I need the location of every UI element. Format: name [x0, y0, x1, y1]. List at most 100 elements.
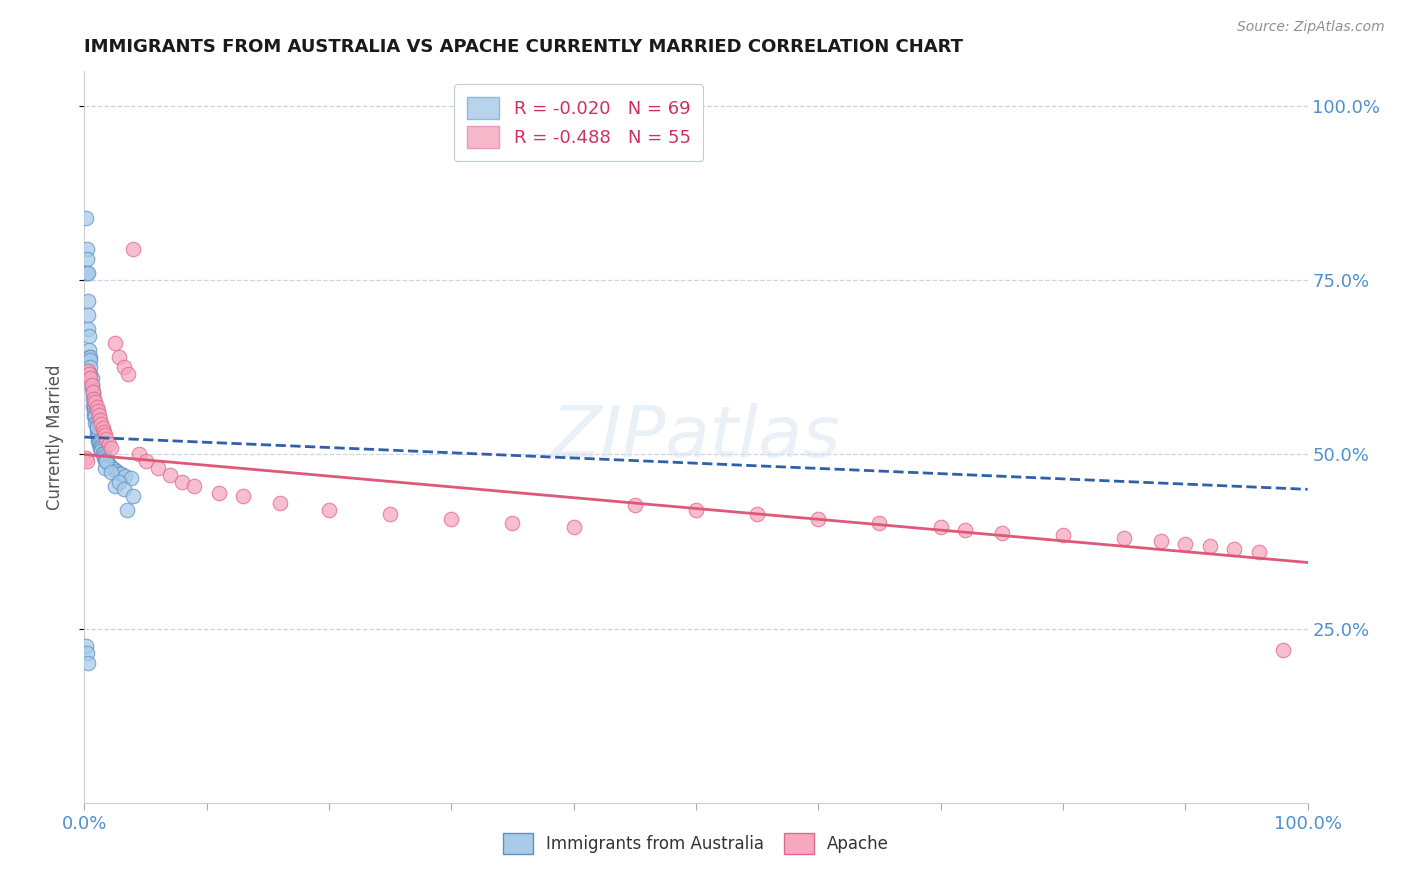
Point — [84, 416, 107, 430]
Point — [135, 454, 157, 468]
Point — [87, 404, 110, 418]
Point — [112, 483, 135, 497]
Point — [89, 412, 111, 426]
Point — [79, 371, 101, 385]
Point — [89, 439, 111, 453]
Point — [77, 294, 100, 309]
Text: Source: ZipAtlas.com: Source: ZipAtlas.com — [1237, 20, 1385, 34]
Point — [100, 460, 122, 475]
Point — [128, 448, 150, 462]
Point — [100, 441, 122, 455]
Point — [80, 377, 103, 392]
Point — [77, 266, 100, 280]
Point — [87, 437, 110, 451]
Point — [1052, 528, 1074, 542]
Point — [83, 392, 105, 406]
Point — [96, 454, 118, 468]
Point — [82, 399, 104, 413]
Point — [87, 409, 110, 423]
Point — [172, 475, 194, 490]
Point — [1272, 642, 1295, 657]
Point — [77, 368, 100, 382]
Point — [103, 462, 125, 476]
Point — [86, 419, 108, 434]
Point — [1198, 540, 1220, 554]
Point — [82, 392, 104, 406]
Point — [91, 446, 114, 460]
Point — [82, 388, 104, 402]
Point — [97, 458, 120, 472]
Point — [110, 467, 132, 481]
Point — [87, 430, 110, 444]
Point — [75, 211, 97, 225]
Point — [953, 523, 976, 537]
Point — [112, 360, 135, 375]
Point — [807, 511, 830, 525]
Point — [208, 485, 231, 500]
Point — [159, 468, 181, 483]
Point — [502, 516, 524, 530]
Point — [86, 426, 108, 441]
Point — [86, 400, 108, 414]
Point — [114, 469, 136, 483]
Point — [1223, 542, 1246, 557]
Text: ZIPatlas: ZIPatlas — [551, 402, 841, 472]
Point — [107, 466, 129, 480]
Point — [86, 416, 108, 430]
Point — [747, 507, 769, 521]
Point — [440, 511, 463, 525]
Point — [97, 437, 120, 451]
Point — [94, 453, 117, 467]
Point — [86, 419, 108, 434]
Point — [75, 266, 97, 280]
Point — [115, 503, 138, 517]
Point — [83, 406, 105, 420]
Legend: Immigrants from Australia, Apache: Immigrants from Australia, Apache — [496, 827, 896, 860]
Point — [87, 434, 110, 449]
Point — [77, 329, 100, 343]
Point — [120, 471, 142, 485]
Point — [80, 381, 103, 395]
Point — [89, 441, 111, 455]
Point — [97, 456, 120, 470]
Point — [100, 465, 122, 479]
Point — [84, 409, 107, 424]
Point — [122, 489, 145, 503]
Point — [76, 242, 98, 256]
Point — [96, 454, 118, 468]
Point — [107, 475, 129, 490]
Point — [869, 516, 891, 530]
Point — [80, 371, 103, 385]
Point — [929, 520, 952, 534]
Point — [685, 503, 707, 517]
Point — [77, 657, 100, 671]
Point — [82, 384, 104, 399]
Point — [94, 428, 117, 442]
Point — [146, 461, 169, 475]
Point — [318, 503, 340, 517]
Point — [77, 350, 100, 364]
Point — [93, 450, 115, 465]
Point — [87, 428, 110, 442]
Point — [90, 417, 112, 431]
Point — [1114, 531, 1136, 545]
Point — [991, 525, 1014, 540]
Y-axis label: Currently Married: Currently Married — [45, 364, 63, 510]
Point — [87, 434, 110, 448]
Point — [90, 442, 112, 456]
Point — [79, 353, 101, 368]
Point — [562, 520, 585, 534]
Point — [76, 454, 98, 468]
Point — [91, 448, 114, 462]
Point — [77, 308, 100, 322]
Point — [380, 507, 402, 521]
Point — [122, 242, 145, 256]
Point — [94, 461, 117, 475]
Point — [77, 364, 100, 378]
Point — [77, 343, 100, 357]
Point — [183, 479, 205, 493]
Point — [76, 646, 98, 660]
Point — [1150, 533, 1173, 548]
Text: IMMIGRANTS FROM AUSTRALIA VS APACHE CURRENTLY MARRIED CORRELATION CHART: IMMIGRANTS FROM AUSTRALIA VS APACHE CURR… — [84, 38, 963, 56]
Point — [79, 368, 101, 382]
